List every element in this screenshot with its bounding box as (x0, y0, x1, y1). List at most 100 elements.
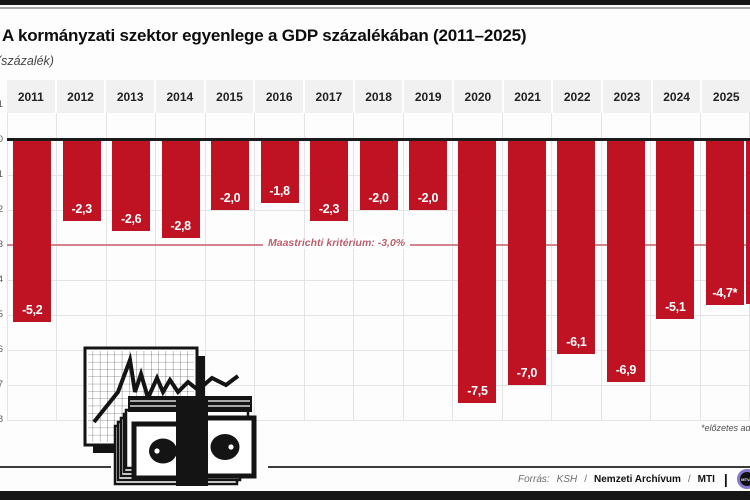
bar-value-label: -2,6 (121, 212, 142, 226)
zero-axis-line (7, 138, 750, 141)
bar-2020: -7,5 (458, 140, 497, 403)
bar-2018: -2,0 (359, 140, 398, 210)
money-chart-illustration (83, 346, 257, 486)
bar-value-label: -2,3 (71, 201, 93, 216)
year-label: 2024 (650, 80, 701, 113)
year-label: 2020 (452, 80, 502, 113)
bar-2024: -5,1 (656, 140, 695, 319)
y-axis-tick: -8 (0, 414, 3, 425)
chart-column-2023: -6,9 (600, 113, 650, 420)
bar-value-label: -2,0 (368, 191, 389, 205)
year-label: 2023 (601, 80, 651, 113)
horizontal-gridline (7, 385, 750, 386)
y-axis-tick: -3 (0, 239, 3, 250)
year-label: 2014 (154, 80, 204, 113)
year-label: 2021 (501, 80, 552, 113)
year-label: 2015 (203, 80, 254, 113)
bar-2012: -2,3 (62, 140, 101, 221)
source-archive: Nemzeti Archívum (594, 473, 681, 485)
chart-column-2011: -5,2 (7, 113, 56, 420)
year-label: 2018 (352, 80, 403, 113)
bar-2023: -6,9 (606, 140, 645, 382)
year-label: 2022 (551, 80, 601, 113)
bar-value-label: -6,9 (615, 362, 637, 377)
chart-column-2018: -2,0 (353, 113, 402, 420)
chart-column-2015: -2,0 (204, 113, 254, 420)
chart-column-2016: -1,8 (254, 113, 303, 420)
bar-value-label: -2,0 (417, 191, 439, 205)
source-slash-1: / (584, 473, 588, 485)
footer-divider-left (0, 466, 111, 468)
chart-column-2024: -5,1 (650, 113, 699, 420)
source-ksh: KSH (556, 473, 578, 485)
bottom-border-bar (0, 491, 750, 500)
y-axis-tick: 0 (0, 134, 3, 145)
bar-2021: -7,0 (507, 140, 546, 385)
page-title: A kormányzati szektor egyenlege a GDP sz… (2, 26, 527, 45)
pipe-separator-1: | (723, 471, 728, 487)
bar-value-label: -6,1 (566, 334, 587, 349)
y-axis-tick: -2 (0, 204, 3, 215)
chart-column-2022: -6,1 (551, 113, 600, 420)
mtva-logo-icon: MTVA (736, 469, 750, 489)
horizontal-gridline (7, 210, 750, 211)
bar-2013: -2,6 (112, 140, 151, 231)
bar-2014: -2,8 (161, 140, 200, 238)
cropped-bar-fragment (746, 140, 750, 304)
bar-value-label: -2,8 (170, 219, 191, 233)
footer-source-row: Forrás: KSH / Nemzeti Archívum / MTI | M… (518, 468, 750, 490)
horizontal-gridline (7, 420, 750, 421)
year-label: 2012 (54, 80, 105, 113)
chart-column-2021: -7,0 (501, 113, 551, 420)
bar-value-label: -7,5 (467, 383, 488, 398)
horizontal-gridline (7, 315, 750, 316)
bar-value-label: -7,0 (516, 366, 538, 380)
bar-value-label: -1,8 (269, 184, 290, 198)
y-axis-tick: -5 (0, 309, 3, 320)
bar-2022: -6,1 (557, 140, 596, 354)
chart-column-2025: -4,7* (699, 113, 750, 420)
bar-value-label: -2,0 (219, 191, 241, 205)
year-row: 2011 2012 2013 2014 2015 2016 2017 2018 2019 2020… (7, 80, 750, 113)
year-label: 2016 (253, 80, 303, 113)
bar-value-label: -5,1 (665, 299, 686, 314)
horizontal-gridline (7, 350, 750, 351)
year-label: 2025 (700, 80, 750, 113)
year-label: 2011 (17, 89, 44, 104)
horizontal-gridline (7, 280, 750, 281)
y-axis-tick: -6 (0, 344, 3, 355)
bar-value-label: -5,2 (22, 303, 43, 317)
preliminary-data-footnote: *előzetes adat (701, 423, 750, 433)
bar-2011: -5,2 (13, 140, 52, 322)
year-label: 2017 (303, 80, 353, 113)
y-axis-tick: -7 (0, 379, 3, 390)
bar-2017: -2,3 (310, 140, 349, 221)
bar-2025: -4,7* (705, 140, 744, 305)
source-label: Forrás: (518, 473, 550, 485)
maastricht-label: Maastrichti kritérium: -3,0% (263, 237, 411, 249)
year-label: 2013 (104, 80, 154, 113)
chart-column-2013: -2,6 (105, 113, 155, 420)
y-axis-tick: -4 (0, 274, 3, 285)
page-subtitle: (százalék) (0, 54, 54, 68)
bar-value-label: -2,3 (318, 201, 340, 216)
bar-2016: -1,8 (260, 140, 299, 203)
money-stack (113, 396, 257, 486)
source-mti: MTI (697, 473, 715, 485)
top-divider-line (0, 7, 750, 9)
chart-column-2012: -2,3 (56, 113, 105, 420)
chart-column-2019: -2,0 (402, 113, 452, 420)
bar-value-label: -4,7* (712, 285, 738, 300)
top-border-bar (0, 0, 750, 5)
chart-column-2020: -7,5 (452, 113, 501, 420)
plot-area: -5,2 -2,3 -2,6 -2,8 -2,0 -1,8 -2,3 -2,0 -2,0 -7,5… (7, 113, 750, 420)
bar-2015: -2,0 (211, 140, 250, 210)
chart-column-2017: -2,3 (303, 113, 353, 420)
bar-2019: -2,0 (408, 140, 447, 210)
source-slash-2: / (687, 473, 691, 485)
y-axis-tick: -1 (0, 169, 3, 180)
chart-column-2014: -2,8 (155, 113, 204, 420)
year-label: 2019 (402, 80, 452, 113)
footer-divider-right (268, 466, 750, 468)
